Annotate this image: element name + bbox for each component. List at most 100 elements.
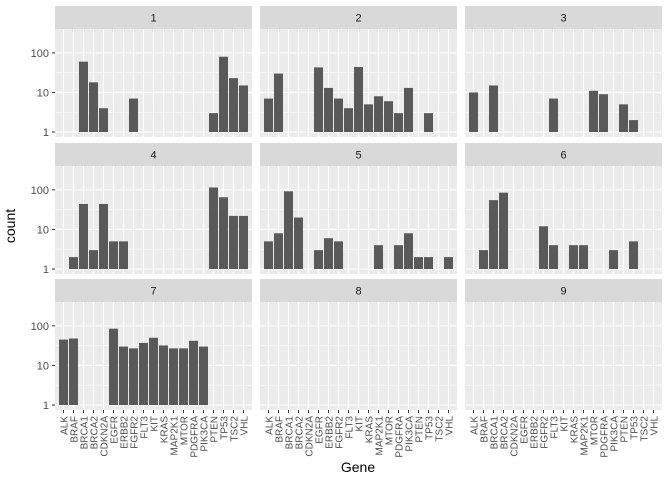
x-tick-label: KIT — [560, 416, 571, 432]
bar-braf-facet-5 — [274, 233, 283, 269]
y-tick-label: 1 — [43, 400, 49, 412]
facet-strip-label: 8 — [355, 286, 361, 298]
bar-map2k1-facet-6 — [579, 245, 588, 269]
bar-brca2-facet-6 — [499, 192, 508, 269]
bar-tp53-facet-5 — [424, 257, 433, 269]
x-tick-label: ALK — [470, 416, 481, 435]
x-tick-label: BRCA1 — [80, 416, 91, 450]
x-tick-label: MTOR — [590, 416, 601, 445]
facet-panel-8: 8 — [260, 279, 457, 410]
bar-flt3-facet-6 — [549, 245, 558, 269]
bar-pten-facet-3 — [619, 104, 628, 132]
x-tick-label: MTOR — [180, 416, 191, 445]
x-tick-label: EGFR — [110, 416, 121, 444]
bar-alk-facet-3 — [469, 92, 478, 132]
bar-pten-facet-1 — [209, 113, 218, 132]
x-tick-label: MTOR — [385, 416, 396, 445]
x-tick-label: MAP2K1 — [170, 416, 181, 456]
bar-kras-facet-2 — [364, 104, 373, 132]
bar-pdgfra-facet-2 — [394, 113, 403, 132]
y-tick-label: 1 — [43, 127, 49, 139]
bar-tp53-facet-2 — [424, 113, 433, 132]
x-tick-label: TSC2 — [640, 416, 651, 442]
x-tick-label: BRAF — [275, 416, 286, 443]
y-tick-label: 10 — [37, 224, 49, 236]
facet-strip — [260, 143, 457, 166]
bar-fgfr2-facet-2 — [334, 98, 343, 132]
bar-pten-facet-4 — [209, 187, 218, 269]
bar-pik3ca-facet-6 — [609, 250, 618, 269]
facet-strip — [465, 6, 662, 29]
y-axis-title: count — [2, 209, 18, 243]
x-tick-label: TP53 — [220, 416, 231, 440]
y-tick-label: 100 — [31, 48, 49, 60]
facet-panel-3: 3 — [465, 6, 662, 137]
bar-pdgfra-facet-3 — [599, 94, 608, 132]
bar-pten-facet-5 — [414, 257, 423, 269]
bar-tp53-facet-4 — [219, 197, 228, 269]
x-tick-label: PDGFRA — [600, 416, 611, 458]
bar-brca1-facet-1 — [79, 61, 88, 132]
x-tick-label: TSC2 — [230, 416, 241, 442]
bar-flt3-facet-2 — [344, 108, 353, 132]
facet-strip-label: 3 — [560, 13, 566, 25]
x-tick-label: PIK3CA — [610, 416, 621, 452]
bar-cdkn2a-facet-4 — [99, 203, 108, 269]
bar-brca2-facet-5 — [294, 217, 303, 269]
bar-tsc2-facet-1 — [229, 78, 238, 132]
bar-tp53-facet-6 — [629, 241, 638, 269]
bar-kras-facet-7 — [159, 345, 168, 405]
x-tick-label: FLT3 — [550, 416, 561, 439]
bar-flt3-facet-7 — [139, 342, 148, 405]
bar-cdkn2a-facet-1 — [99, 108, 108, 132]
x-tick-label: CDKN2A — [510, 416, 521, 457]
bar-egfr-facet-2 — [314, 67, 323, 132]
x-tick-label: KIT — [355, 416, 366, 432]
bar-kras-facet-6 — [569, 245, 578, 269]
facet-panel-4: 4 — [55, 143, 252, 274]
bar-kit-facet-2 — [354, 66, 363, 132]
facet-strip-label: 9 — [560, 286, 566, 298]
bar-kit-facet-7 — [149, 337, 158, 405]
facet-strip — [55, 6, 252, 29]
bar-pdgfra-facet-7 — [189, 340, 198, 405]
x-tick-label: CDKN2A — [305, 416, 316, 457]
y-tick-label: 10 — [37, 87, 49, 99]
bar-alk-facet-5 — [264, 241, 273, 269]
bar-braf-facet-6 — [479, 250, 488, 269]
bar-vhl-facet-1 — [239, 85, 248, 132]
bar-map2k1-facet-2 — [374, 96, 383, 132]
facet-strip — [465, 143, 662, 166]
facet-strip-label: 6 — [560, 150, 566, 162]
x-tick-label: MAP2K1 — [580, 416, 591, 456]
x-tick-label: FLT3 — [345, 416, 356, 439]
x-tick-label: KIT — [150, 416, 161, 432]
bar-mtor-facet-7 — [179, 348, 188, 405]
x-tick-label: BRCA2 — [295, 416, 306, 450]
facet-strip — [55, 143, 252, 166]
x-tick-label: BRCA1 — [490, 416, 501, 450]
y-tick-label: 1 — [43, 264, 49, 276]
facet-panels: 1 2 3 4 5 6 7 8 9 — [55, 6, 662, 410]
x-tick-label: CDKN2A — [100, 416, 111, 457]
bar-braf-facet-2 — [274, 73, 283, 132]
bar-tp53-facet-1 — [219, 56, 228, 132]
bar-egfr-facet-7 — [109, 328, 118, 405]
bar-fgfr2-facet-6 — [539, 226, 548, 269]
x-tick-label: TSC2 — [435, 416, 446, 442]
bar-egfr-facet-5 — [314, 250, 323, 269]
bar-vhl-facet-4 — [239, 215, 248, 269]
bar-vhl-facet-5 — [444, 257, 453, 269]
facet-strip-label: 7 — [150, 286, 156, 298]
bar-erbb2-facet-5 — [324, 238, 333, 269]
x-tick-label: PTEN — [415, 416, 426, 443]
x-tick-label: VHL — [445, 416, 456, 436]
x-tick-label: PDGFRA — [190, 416, 201, 458]
facet-strip-label: 2 — [355, 13, 361, 25]
x-tick-label: FGFR2 — [540, 416, 551, 449]
facet-panel-1: 1 — [55, 6, 252, 137]
x-tick-label: ALK — [265, 416, 276, 435]
bar-brca1-facet-3 — [489, 85, 498, 132]
